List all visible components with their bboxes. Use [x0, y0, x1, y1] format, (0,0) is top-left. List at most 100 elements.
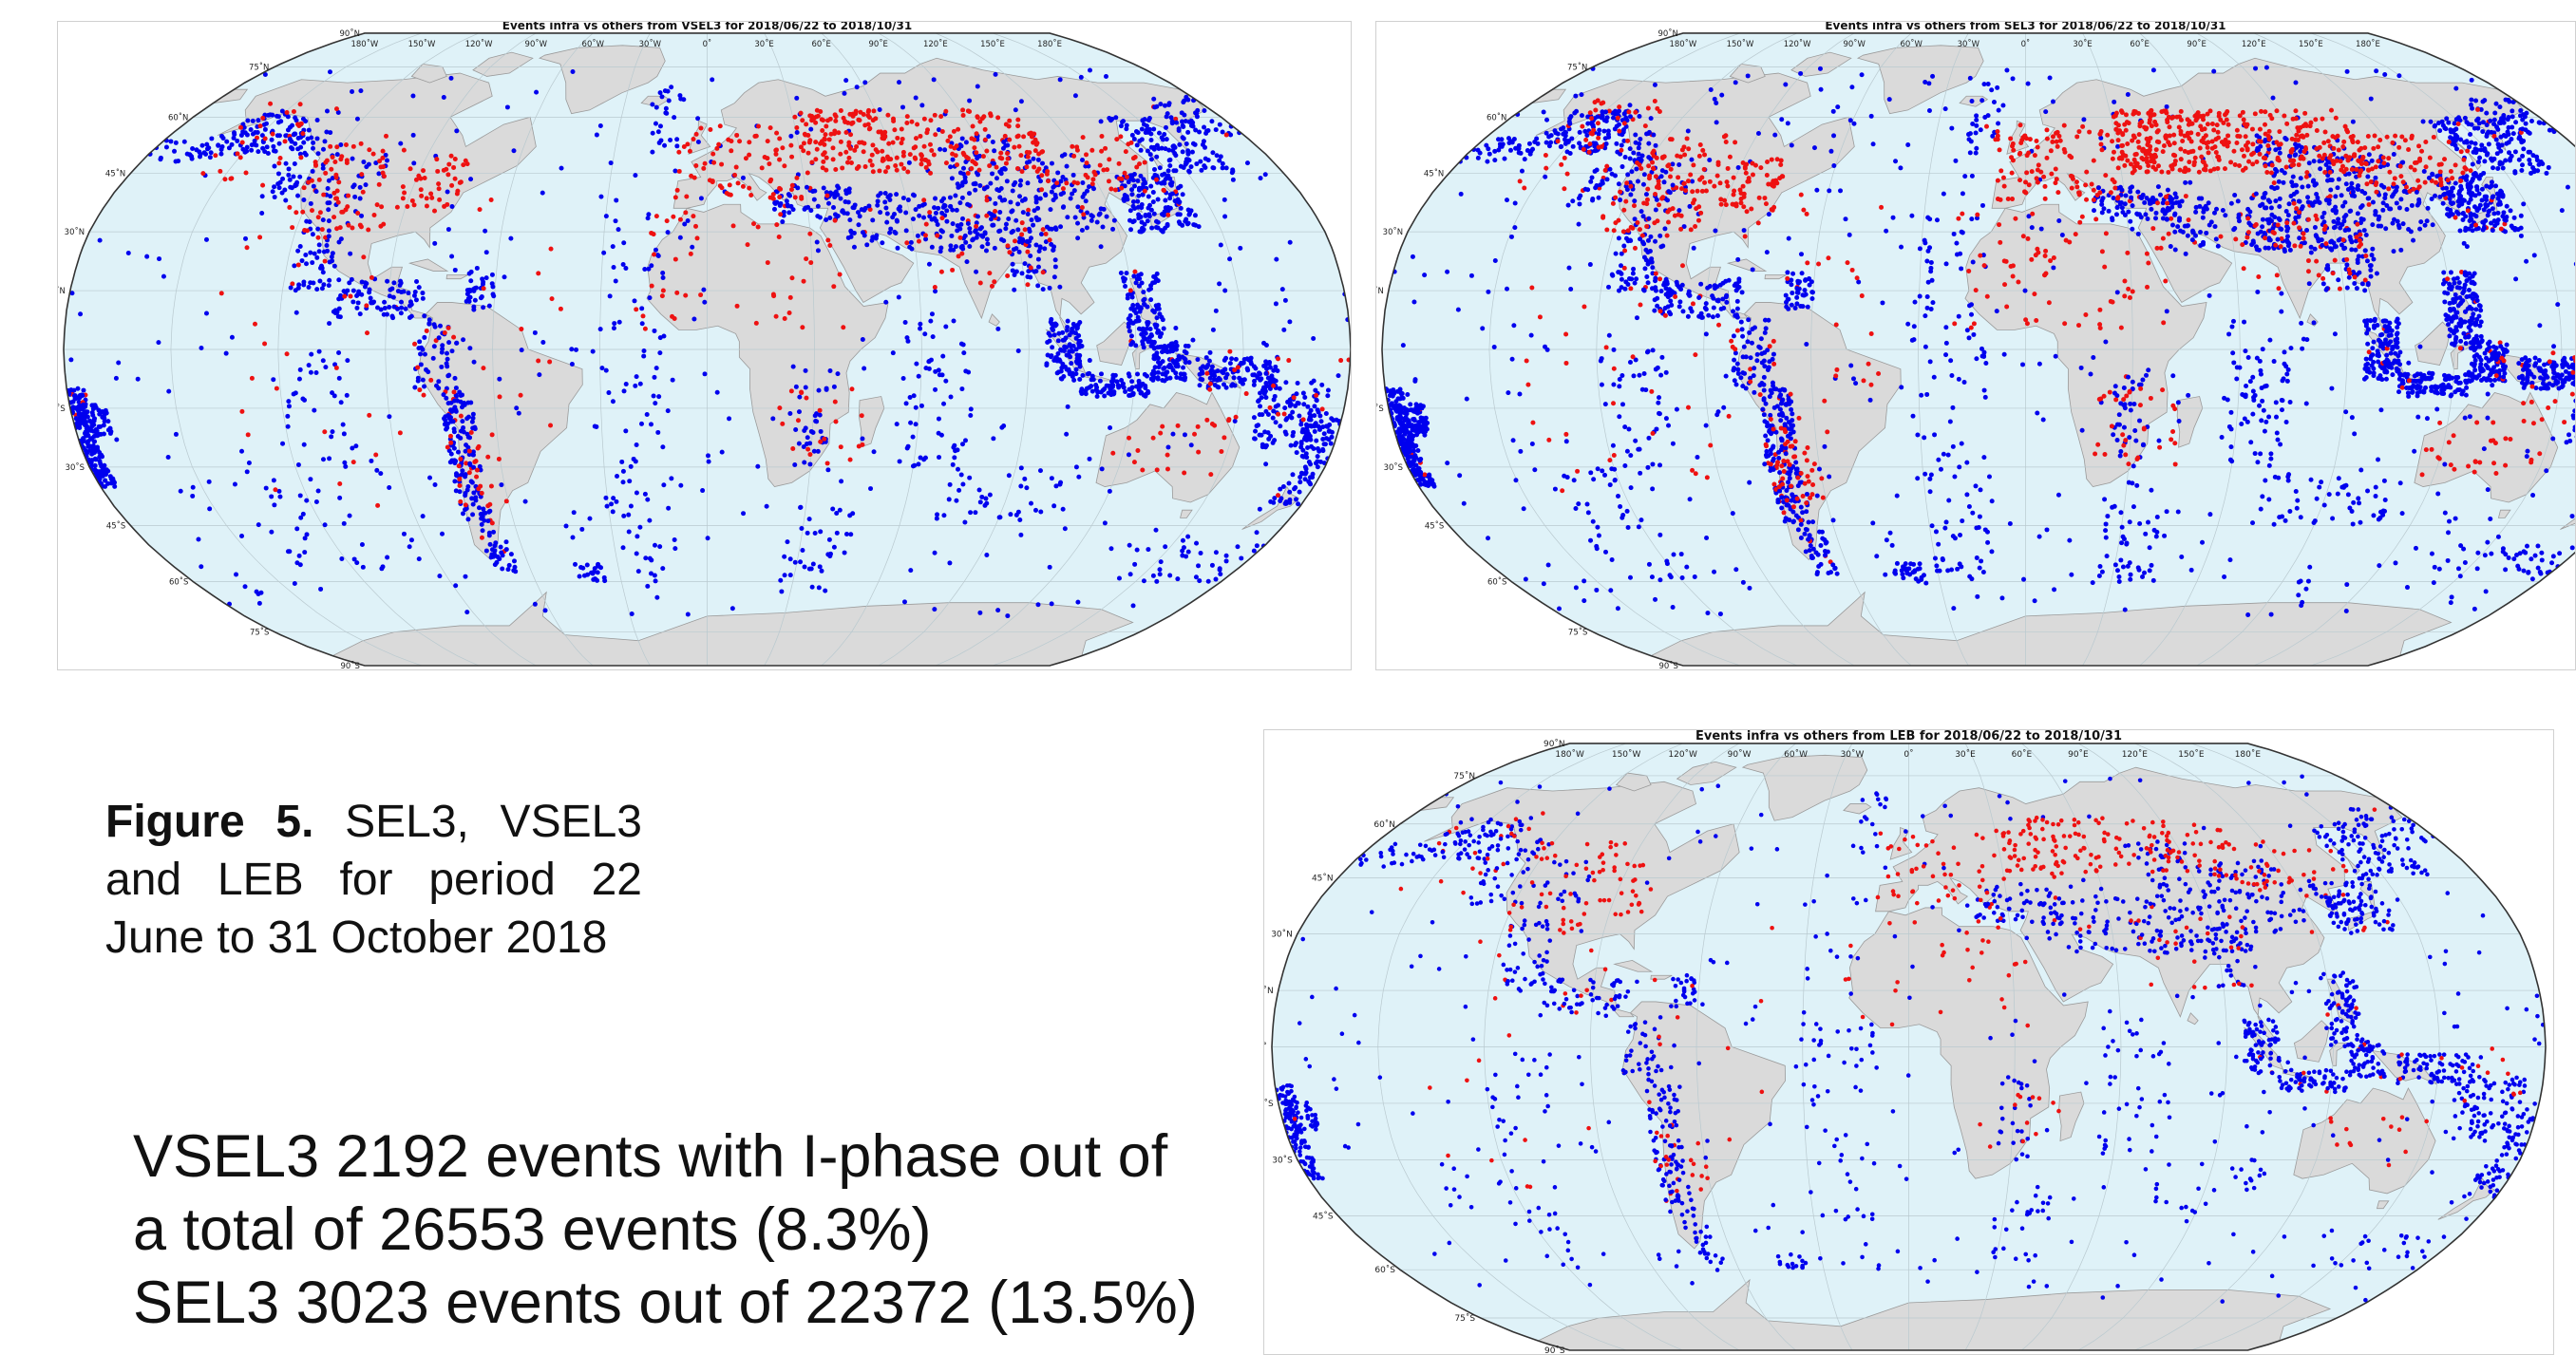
event-dot: [774, 199, 780, 205]
event-dot: [1306, 423, 1312, 428]
event-dot: [1269, 379, 1275, 385]
event-dot: [385, 555, 390, 560]
event-dot: [1173, 153, 1179, 159]
infra-event-dot: [367, 412, 372, 418]
infra-event-dot: [915, 122, 920, 127]
infra-event-dot: [901, 166, 907, 172]
event-dot: [291, 132, 296, 138]
infra-event-dot: [1657, 276, 1663, 282]
event-dot: [968, 406, 974, 412]
event-dot: [391, 280, 397, 286]
infra-event-dot: [982, 126, 988, 132]
infra-event-dot: [1028, 265, 1033, 271]
event-dot: [453, 488, 459, 494]
infra-event-dot: [1291, 395, 1297, 401]
event-dot: [1076, 340, 1082, 346]
event-dot: [1223, 375, 1229, 381]
event-dot: [1049, 160, 1054, 166]
event-dot: [961, 350, 967, 356]
event-dot: [1018, 178, 1024, 183]
event-dot: [1136, 326, 1142, 331]
event-dot: [498, 544, 503, 550]
infra-event-dot: [337, 480, 343, 486]
event-dot: [1422, 432, 1428, 438]
event-dot: [1157, 567, 1163, 573]
event-dot: [1834, 571, 1840, 576]
event-dot: [1738, 319, 1744, 325]
event-dot: [1076, 333, 1082, 339]
event-dot: [91, 418, 97, 423]
event-dot: [1137, 381, 1143, 386]
event-dot: [1039, 160, 1045, 166]
event-dot: [322, 522, 328, 528]
infra-event-dot: [1617, 128, 1622, 134]
event-dot: [1244, 160, 1250, 166]
infra-event-dot: [474, 474, 480, 480]
event-dot: [94, 468, 100, 474]
event-dot: [1035, 157, 1041, 162]
event-dot: [326, 283, 331, 289]
event-dot: [597, 122, 603, 128]
event-dot: [913, 422, 919, 427]
infra-event-dot: [830, 157, 836, 162]
event-dot: [936, 127, 941, 133]
event-dot: [882, 199, 888, 205]
event-dot: [503, 547, 509, 553]
event-dot: [293, 115, 298, 121]
event-dot: [256, 118, 261, 123]
infra-event-dot: [867, 125, 873, 131]
event-dot: [1139, 205, 1145, 211]
event-dot: [1712, 283, 1717, 289]
infra-event-dot: [649, 230, 654, 235]
event-dot: [705, 453, 710, 459]
infra-event-dot: [827, 243, 833, 249]
event-dot: [1079, 344, 1085, 348]
event-dot: [880, 240, 885, 246]
event-dot: [1808, 543, 1813, 549]
event-dot: [620, 545, 626, 551]
infra-event-dot: [825, 118, 831, 123]
event-dot: [1089, 214, 1095, 219]
event-dot: [256, 522, 261, 528]
event-dot: [385, 278, 390, 284]
event-dot: [1407, 454, 1412, 460]
event-dot: [469, 419, 475, 424]
infra-event-dot: [432, 208, 438, 214]
event-dot: [1009, 209, 1014, 215]
event-dot: [619, 459, 625, 464]
event-dot: [1306, 431, 1312, 437]
event-dot: [102, 419, 107, 424]
infra-event-dot: [1018, 153, 1024, 159]
event-dot: [1165, 111, 1170, 117]
event-dot: [1657, 233, 1663, 238]
infra-event-dot: [856, 117, 862, 122]
event-dot: [68, 387, 74, 393]
event-dot: [1073, 347, 1079, 352]
latitude-label: 75˚N: [249, 62, 269, 71]
event-dot: [1148, 131, 1154, 137]
event-dot: [1098, 244, 1104, 250]
event-dot: [984, 236, 990, 242]
event-dot: [1186, 119, 1192, 124]
event-dot: [301, 282, 307, 288]
event-dot: [1139, 126, 1145, 132]
event-dot: [1213, 308, 1219, 313]
event-dot: [1197, 129, 1203, 135]
event-dot: [1183, 119, 1188, 124]
event-dot: [329, 434, 334, 440]
event-dot: [878, 210, 883, 216]
event-dot: [489, 547, 495, 553]
event-dot: [1031, 222, 1036, 228]
event-dot: [1178, 163, 1184, 169]
infra-event-dot: [974, 131, 979, 137]
event-dot: [967, 244, 973, 249]
event-dot: [1127, 542, 1132, 548]
event-dot: [1785, 270, 1790, 275]
landmass: [407, 258, 449, 272]
infra-event-dot: [832, 399, 838, 405]
event-dot: [1182, 432, 1187, 438]
event-dot: [299, 258, 305, 264]
infra-event-dot: [549, 296, 555, 302]
infra-event-dot: [200, 171, 206, 177]
event-dot: [244, 144, 250, 150]
